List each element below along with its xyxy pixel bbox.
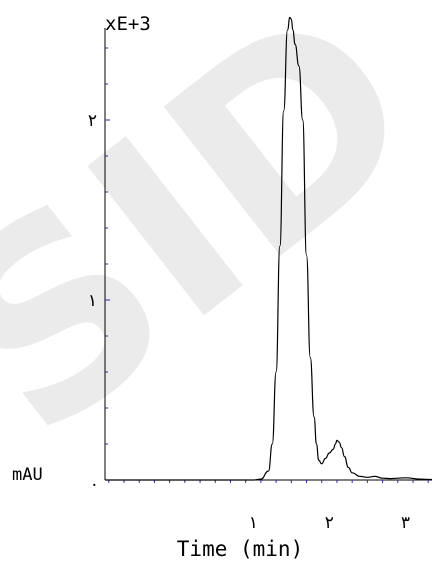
x-tick-label-1: ١ (249, 513, 258, 533)
y-axis-label: mAU (12, 465, 43, 485)
x-tick-label-2: ٢ (325, 513, 334, 533)
x-tick-label-3: ٣ (401, 513, 410, 533)
x-axis-label: Time (min) (177, 537, 303, 561)
y-tick-label-0: . (92, 471, 97, 491)
series-line-0 (105, 16, 433, 481)
y-tick-label-1: ١ (88, 291, 97, 311)
watermark-layer: SID (0, 0, 436, 494)
series-layer (105, 16, 433, 481)
watermark-text: SID (0, 0, 436, 494)
labels-layer: ١ ٢ ٣. ١ ٢ Time (min) mAU xE+3 (12, 13, 410, 561)
y-tick-label-2: ٢ (88, 111, 97, 131)
y-multiplier-label: xE+3 (105, 13, 151, 35)
